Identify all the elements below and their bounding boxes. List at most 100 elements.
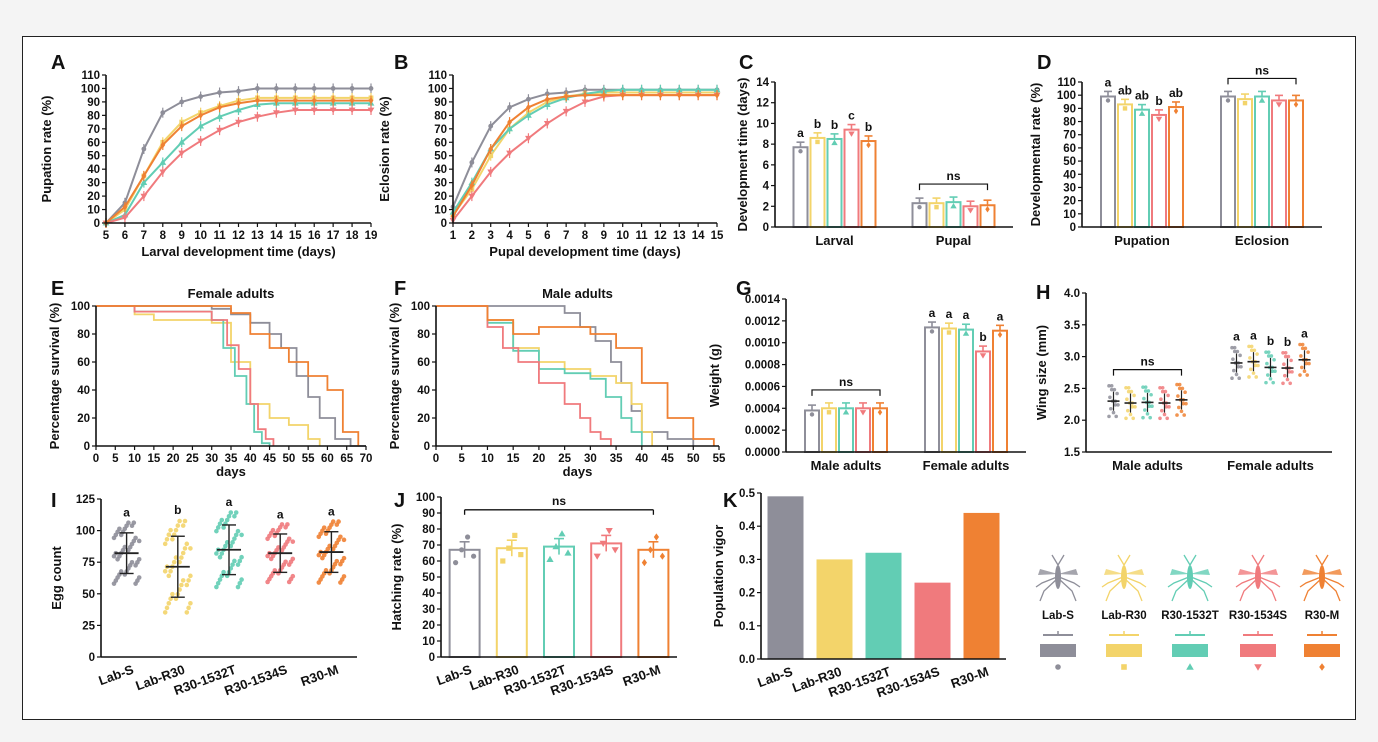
- data-point: [140, 193, 148, 200]
- significance-letter: c: [848, 109, 855, 123]
- panel-A-ytick-label: 30: [87, 178, 100, 190]
- panel-label-G: G: [736, 278, 752, 300]
- jitter-point: [1283, 373, 1287, 378]
- jitter-point: [1269, 354, 1274, 358]
- egg-point: [283, 559, 288, 565]
- panel-F-ytick-label: 100: [411, 301, 430, 313]
- panel-J: [448, 509, 670, 659]
- mosquito-leg: [1303, 578, 1322, 602]
- bar-R30-1534S: [975, 350, 991, 454]
- data-point: [140, 179, 148, 186]
- jitter-point: [1287, 370, 1292, 374]
- egg-point: [217, 577, 223, 582]
- bar-Lab-R30: [809, 136, 826, 228]
- ns-label: ns: [946, 169, 960, 183]
- jitter-point: [1177, 405, 1181, 410]
- jitter-point: [1116, 403, 1120, 407]
- data-point: [506, 125, 513, 132]
- panel-C-category-label: Larval: [815, 233, 853, 248]
- egg-point: [217, 554, 223, 560]
- significance-letter: a: [997, 309, 1004, 323]
- panel-A-xtick-label: 11: [213, 230, 226, 242]
- egg-point: [162, 541, 168, 547]
- jitter-point: [1108, 395, 1112, 400]
- panel-A-xlabel: Larval development time (days): [141, 244, 335, 259]
- legend-label-R30-1534S: R30-1534S: [1229, 610, 1288, 622]
- egg-point: [239, 532, 244, 538]
- data-point: [641, 559, 647, 567]
- egg-point: [179, 555, 184, 560]
- jitter-point: [1141, 415, 1145, 420]
- data-point: [217, 103, 222, 111]
- jitter-point: [1184, 401, 1188, 406]
- jitter-point: [1266, 354, 1271, 358]
- panel-A-ytick-label: 40: [87, 164, 100, 176]
- data-point: [1225, 98, 1231, 103]
- egg-point: [175, 523, 181, 528]
- panel-C-ytick-label: 4: [763, 181, 770, 193]
- jitter-point: [1232, 349, 1237, 354]
- data-point: [815, 139, 820, 145]
- panel-D-ytick-label: 100: [1057, 90, 1076, 102]
- egg-point: [232, 513, 237, 519]
- ns-bracket: [1112, 368, 1183, 376]
- jitter-point: [1175, 382, 1179, 387]
- egg-point: [184, 610, 190, 615]
- panel-F-ytick-label: 60: [417, 357, 430, 369]
- panel-D-ytick-label: 80: [1063, 117, 1076, 129]
- data-point: [488, 123, 494, 129]
- data-point: [950, 202, 957, 209]
- legend-marker: [1186, 663, 1194, 670]
- panel-H-ytick-label: 2.0: [1064, 415, 1080, 427]
- data-point: [348, 107, 356, 114]
- egg-point: [330, 519, 336, 524]
- panel-A-ytick-label: 0: [94, 218, 100, 230]
- jitter-point: [1236, 364, 1241, 369]
- legend-fill-swatch: [1304, 644, 1340, 657]
- bar-R30-1534S: [914, 582, 951, 659]
- panel-C-ytick-label: 8: [763, 139, 770, 151]
- panel-label-D: D: [1037, 52, 1051, 74]
- panel-E-xtick-label: 35: [225, 453, 238, 465]
- panel-I-ytick-label: 125: [76, 494, 96, 506]
- data-point: [544, 91, 550, 97]
- panel-B-ytick-label: 0: [441, 218, 447, 230]
- egg-point: [270, 527, 276, 533]
- panel-A-xtick-label: 14: [270, 230, 283, 242]
- egg-point: [341, 555, 347, 561]
- jitter-point: [1166, 393, 1170, 398]
- egg-point: [180, 550, 186, 556]
- panel-E-xtick-label: 10: [128, 453, 141, 465]
- jitter-point: [1231, 357, 1235, 361]
- data-point: [459, 547, 465, 553]
- mosquito-leg: [1058, 576, 1081, 588]
- legend-marker: [1319, 663, 1325, 671]
- bar-R30-M: [1288, 99, 1304, 228]
- egg-point: [237, 581, 243, 586]
- panel-K-ylabel: Population vigor: [711, 525, 726, 628]
- data-point: [273, 97, 279, 104]
- mosquito-leg: [1035, 576, 1058, 588]
- bar-Lab-R30: [821, 407, 837, 453]
- egg-point: [336, 519, 341, 524]
- jitter-point: [1160, 408, 1164, 413]
- panel-B-xtick-label: 13: [673, 230, 686, 242]
- data-point: [877, 409, 883, 416]
- panel-H-category-label: Female adults: [1227, 458, 1314, 473]
- egg-point: [180, 523, 186, 528]
- mosquito-wing: [1124, 569, 1144, 575]
- mosquito-icon: [1035, 554, 1081, 602]
- panel-E-xtick-label: 65: [340, 453, 353, 465]
- egg-point: [341, 574, 347, 579]
- data-point: [694, 86, 702, 93]
- jitter-point: [1126, 389, 1131, 394]
- data-point: [1242, 100, 1248, 106]
- egg-point: [170, 536, 175, 542]
- jitter-point: [1113, 403, 1118, 407]
- bar-R30-M: [992, 329, 1008, 454]
- data-point: [468, 193, 476, 200]
- panel-D-ytick-label: 10: [1063, 209, 1076, 221]
- jitter-point: [1126, 408, 1130, 413]
- panel-B-xtick-label: 11: [635, 230, 648, 242]
- egg-point: [290, 556, 296, 562]
